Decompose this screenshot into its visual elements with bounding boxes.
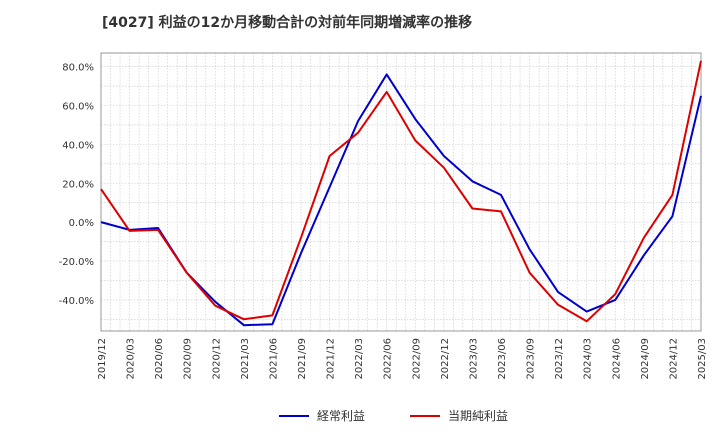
x-tick-label: 2022/09: [411, 338, 422, 380]
series-line-ordinary-profit: [100, 73, 702, 327]
grid-layer: [101, 53, 701, 331]
x-tick-label: 2022/06: [383, 338, 394, 380]
x-tick-label: 2022/03: [354, 338, 365, 380]
legend-label-net-income: 当期純利益: [448, 409, 508, 423]
y-tick-label: 40.0%: [62, 140, 94, 151]
x-tick-label: 2021/12: [326, 338, 337, 380]
y-tick-label: -20.0%: [59, 257, 94, 268]
x-tick-label: 2024/09: [640, 338, 651, 380]
x-tick-label: 2024/03: [583, 338, 594, 380]
x-tick-label: 2023/03: [468, 338, 479, 380]
y-tick-label: 60.0%: [62, 101, 94, 112]
x-tick-label: 2019/12: [97, 338, 108, 380]
x-tick-label: 2024/12: [668, 338, 679, 380]
x-tick-label: 2021/03: [240, 338, 251, 380]
x-tick-label: 2021/09: [297, 338, 308, 380]
x-tick-label: 2022/12: [440, 338, 451, 380]
plot-frame: [100, 52, 702, 332]
x-tick-label: 2023/09: [526, 338, 537, 380]
x-tick-label: 2023/06: [497, 338, 508, 380]
y-axis: -40.0% -20.0% 0.0% 20.0% 40.0% 60.0% 80.0%: [59, 63, 94, 307]
x-tick-label: 2020/09: [183, 338, 194, 380]
y-tick-label: -40.0%: [59, 296, 94, 307]
chart-title: [4027] 利益の12か月移動合計の対前年同期増減率の推移: [102, 15, 473, 31]
legend-label-ordinary-profit: 経常利益: [317, 409, 365, 423]
series-line-net-income: [100, 60, 702, 323]
y-tick-label: 0.0%: [69, 218, 94, 229]
series-layer: [100, 60, 702, 327]
x-tick-label: 2021/06: [268, 338, 279, 380]
x-tick-label: 2020/03: [126, 338, 137, 380]
x-tick-label: 2020/06: [154, 338, 165, 380]
x-tick-label: 2020/12: [211, 338, 222, 380]
legend: 経常利益 当期純利益: [279, 409, 508, 423]
y-tick-label: 20.0%: [62, 179, 94, 190]
y-tick-label: 80.0%: [62, 63, 94, 74]
x-tick-label: 2025/03: [697, 338, 708, 380]
x-axis: 2019/12 2020/03 2020/06 2020/09 2020/12 2021/…: [97, 338, 708, 380]
x-tick-label: 2023/12: [554, 338, 565, 380]
x-tick-label: 2024/06: [611, 338, 622, 380]
